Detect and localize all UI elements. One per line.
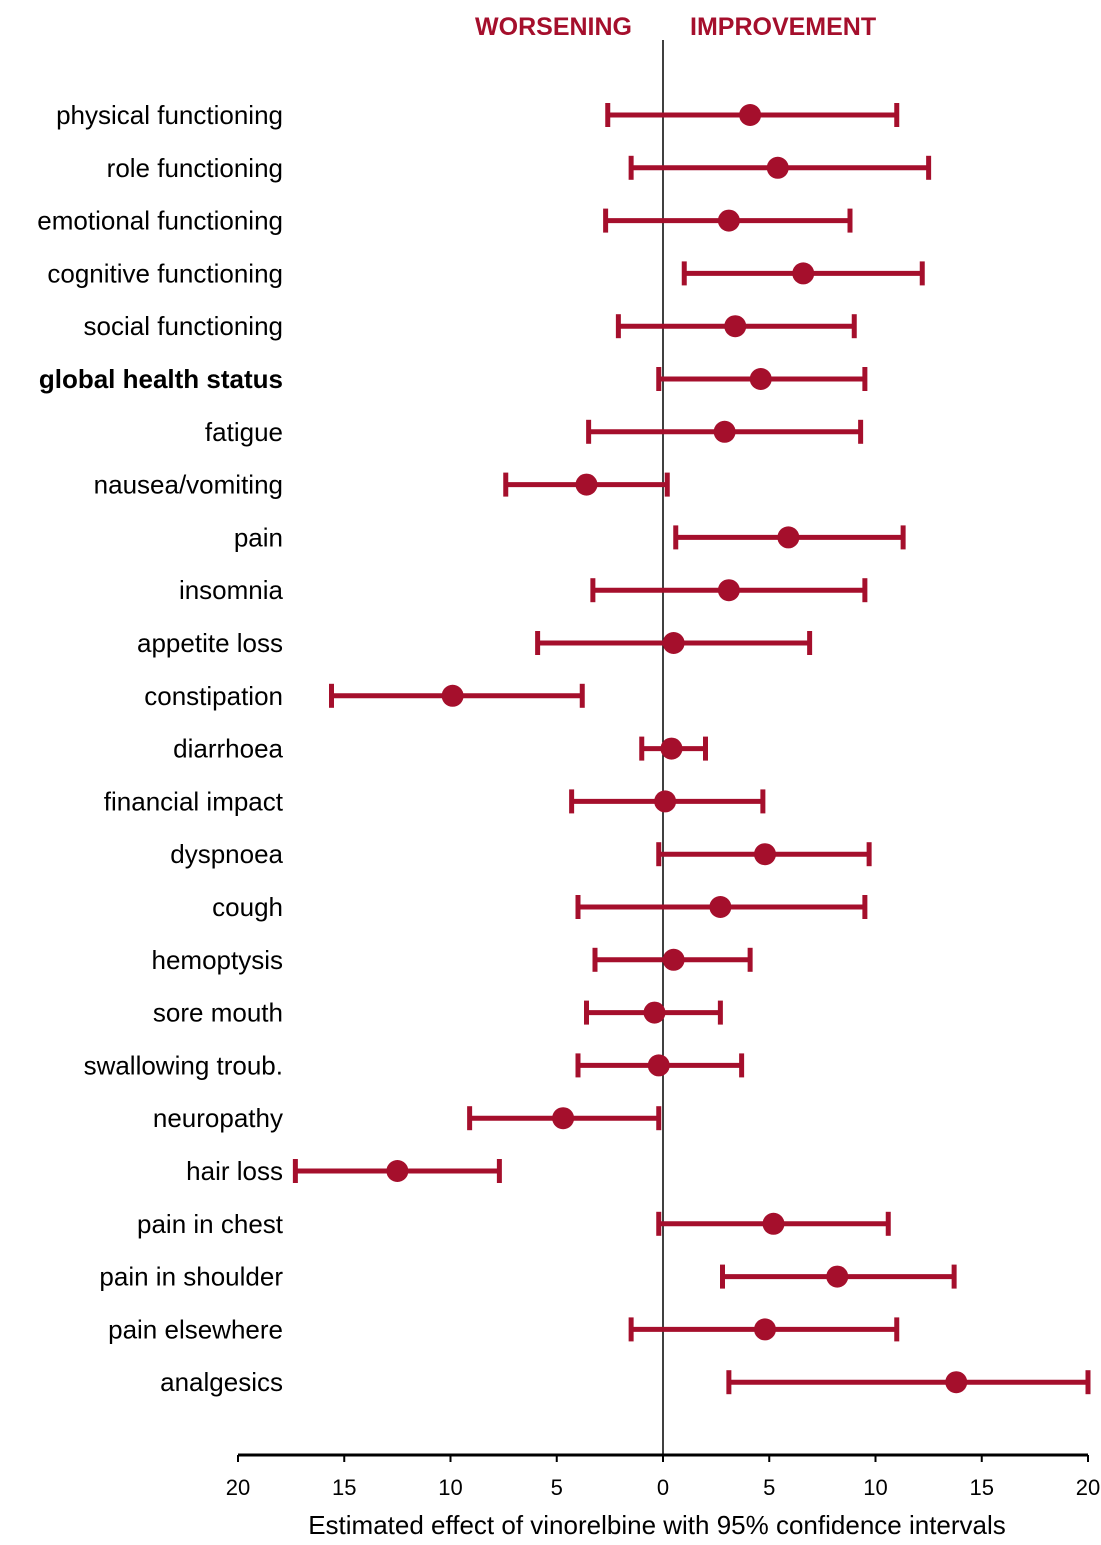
- x-tick-label: 20: [226, 1475, 250, 1500]
- improvement-direction-label: IMPROVEMENT: [690, 13, 876, 41]
- x-axis-ticks: 20 15 10 5 0 5 10 15 20: [226, 1455, 1100, 1500]
- category-label: pain elsewhere: [108, 1314, 283, 1344]
- category-label: physical functioning: [56, 100, 283, 130]
- forest-row: dyspnoea: [170, 839, 872, 869]
- forest-row: hemoptysis: [152, 945, 753, 975]
- point-estimate: [660, 737, 683, 760]
- x-tick-label: 15: [332, 1475, 356, 1500]
- forest-row: appetite loss: [137, 628, 813, 658]
- category-label: swallowing troub.: [84, 1050, 283, 1080]
- point-estimate: [575, 473, 598, 496]
- point-estimate: [792, 262, 815, 285]
- forest-row: cough: [212, 892, 868, 922]
- forest-row: insomnia: [179, 575, 868, 605]
- point-estimate: [713, 420, 736, 443]
- point-estimate: [643, 1001, 666, 1024]
- forest-row: analgesics: [160, 1367, 1091, 1397]
- category-label: insomnia: [179, 575, 284, 605]
- forest-row: swallowing troub.: [84, 1050, 745, 1080]
- forest-row: social functioning: [84, 311, 857, 341]
- forest-row: sore mouth: [153, 998, 723, 1028]
- category-label: cognitive functioning: [47, 258, 283, 288]
- point-estimate: [724, 315, 747, 338]
- forest-row: pain in shoulder: [99, 1262, 957, 1292]
- forest-row: role functioning: [107, 153, 932, 183]
- category-label: appetite loss: [137, 628, 283, 658]
- category-label: hair loss: [186, 1156, 283, 1186]
- point-estimate: [766, 156, 789, 179]
- category-label: pain: [234, 522, 283, 552]
- x-tick-label: 5: [551, 1475, 563, 1500]
- point-estimate: [777, 526, 800, 549]
- point-estimate: [386, 1160, 409, 1182]
- forest-row: neuropathy: [153, 1103, 662, 1133]
- point-estimate: [662, 948, 685, 971]
- x-tick-label: 10: [863, 1475, 887, 1500]
- point-estimate: [717, 579, 740, 602]
- forest-row: fatigue: [205, 417, 864, 447]
- category-label: dyspnoea: [170, 839, 283, 869]
- category-label: neuropathy: [153, 1103, 283, 1133]
- forest-row: constipation: [144, 681, 585, 711]
- category-label: analgesics: [160, 1367, 283, 1397]
- x-tick-label: 0: [657, 1475, 669, 1500]
- forest-row: pain elsewhere: [108, 1314, 900, 1344]
- point-estimate: [654, 790, 677, 813]
- point-estimate: [717, 209, 740, 232]
- forest-row: diarrhoea: [173, 734, 708, 764]
- x-axis-title: Estimated effect of vinorelbine with 95%…: [308, 1510, 1006, 1540]
- point-estimate: [709, 896, 732, 918]
- point-estimate: [754, 1318, 776, 1341]
- forest-row: cognitive functioning: [47, 258, 925, 288]
- forest-row: emotional functioning: [37, 206, 853, 236]
- category-label: cough: [212, 892, 283, 922]
- forest-row: physical functioning: [56, 100, 900, 130]
- forest-row: hair loss: [186, 1156, 502, 1186]
- x-tick-label: 20: [1076, 1475, 1100, 1500]
- category-label: financial impact: [104, 786, 284, 816]
- category-label: hemoptysis: [152, 945, 284, 975]
- category-label: role functioning: [107, 153, 283, 183]
- point-estimate: [749, 368, 772, 390]
- point-estimate: [552, 1107, 575, 1130]
- x-tick-label: 15: [970, 1475, 994, 1500]
- category-label: constipation: [144, 681, 283, 711]
- forest-row: financial impact: [104, 786, 766, 816]
- category-label: social functioning: [84, 311, 283, 341]
- category-label: nausea/vomiting: [94, 470, 283, 500]
- forest-row: pain in chest: [137, 1209, 891, 1239]
- forest-row: nausea/vomiting: [94, 470, 670, 500]
- point-estimate: [647, 1054, 670, 1077]
- worsening-direction-label: WORSENING: [475, 13, 632, 41]
- point-estimate: [762, 1212, 785, 1235]
- point-estimate: [826, 1265, 849, 1288]
- point-estimate: [441, 684, 464, 707]
- category-label: fatigue: [205, 417, 283, 447]
- x-tick-label: 10: [438, 1475, 462, 1500]
- forest-rows: physical functioning role functioning emot…: [37, 100, 1091, 1397]
- forest-row: global health status: [39, 364, 868, 394]
- x-tick-label: 5: [763, 1475, 775, 1500]
- category-label: sore mouth: [153, 998, 283, 1028]
- point-estimate: [945, 1371, 968, 1394]
- category-label: pain in chest: [137, 1209, 284, 1239]
- point-estimate: [662, 632, 685, 654]
- category-label: pain in shoulder: [99, 1262, 283, 1292]
- category-label: emotional functioning: [37, 206, 283, 236]
- point-estimate: [754, 843, 776, 866]
- forest-row: pain: [234, 522, 906, 552]
- point-estimate: [739, 104, 762, 126]
- category-label: diarrhoea: [173, 734, 283, 764]
- category-label: global health status: [39, 364, 283, 394]
